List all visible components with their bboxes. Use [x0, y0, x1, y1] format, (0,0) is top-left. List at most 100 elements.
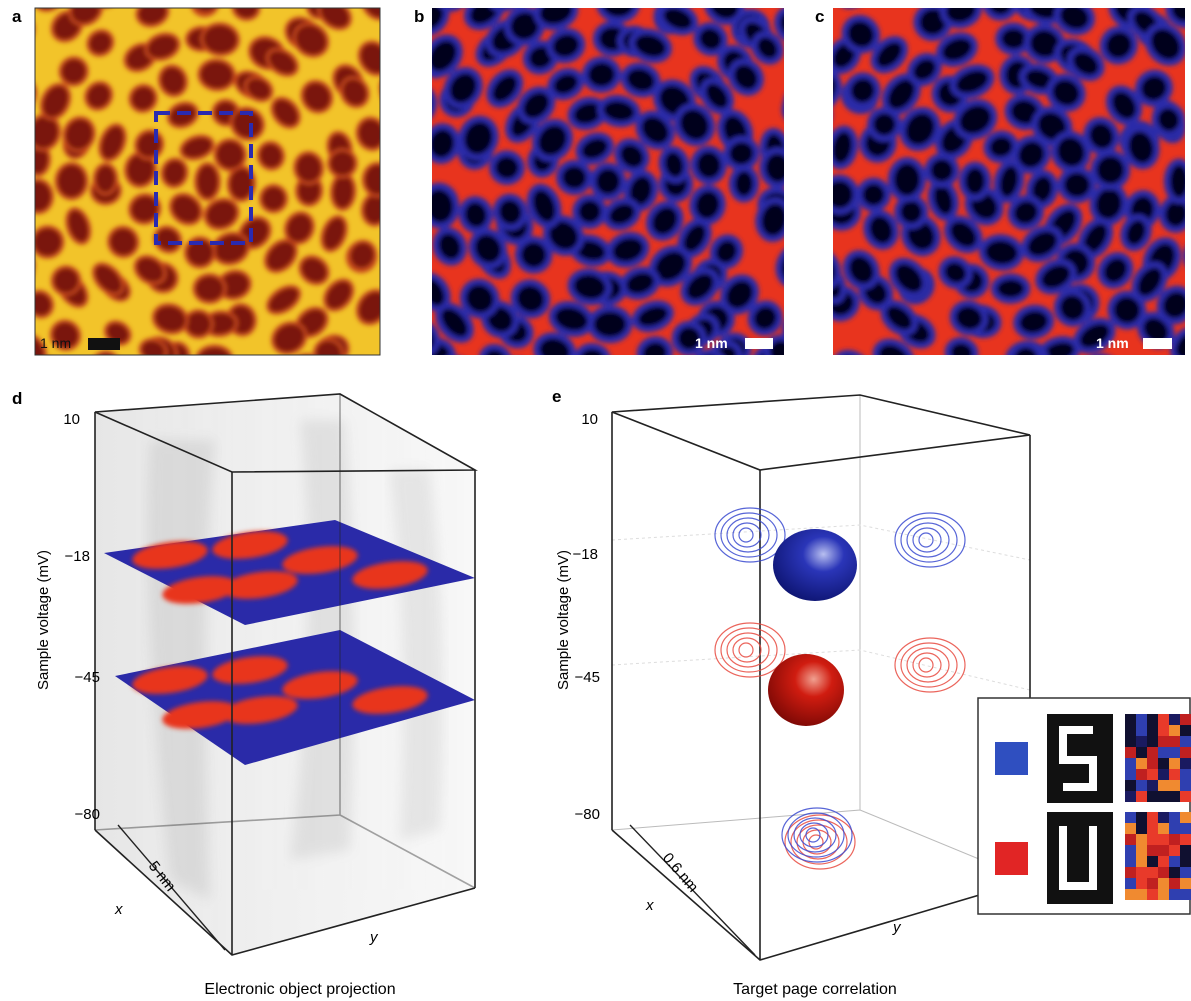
blob [1162, 291, 1185, 319]
scale-bar [1143, 338, 1172, 349]
blob [634, 34, 666, 58]
pixel [1125, 834, 1136, 845]
blob [955, 70, 989, 93]
blob [637, 306, 668, 327]
y-axis-title: Sample voltage (mV) [35, 550, 52, 690]
pixel [1147, 714, 1158, 725]
blob [848, 256, 874, 284]
contour [799, 822, 829, 848]
blob [674, 393, 719, 434]
contour [900, 517, 958, 563]
blob [1043, 342, 1075, 355]
panel-label: b [414, 7, 424, 26]
blob [139, 373, 170, 404]
blob [1089, 122, 1114, 149]
pixel [1169, 823, 1180, 834]
blob [68, 210, 89, 242]
inset [977, 697, 1191, 915]
blob-field [432, 0, 829, 440]
blob [862, 183, 885, 206]
panel-label: a [12, 7, 22, 26]
blob [753, 306, 777, 330]
blob [398, 147, 425, 188]
blob [4, 251, 36, 281]
blob [959, 380, 989, 404]
slice-blob [162, 701, 238, 729]
blob [35, 146, 49, 174]
blob [516, 285, 545, 313]
contour [714, 507, 786, 563]
blob [788, 179, 824, 217]
blob [641, 116, 669, 144]
blob [89, 32, 112, 54]
blob [405, 279, 435, 310]
blob [1095, 394, 1125, 422]
pixel [1180, 714, 1191, 725]
blob [0, 142, 16, 174]
blob [769, 340, 784, 355]
blob [498, 199, 522, 225]
blob [492, 75, 518, 102]
blob [552, 34, 580, 58]
blob [110, 228, 137, 256]
blob [1074, 364, 1105, 393]
pixel [1125, 791, 1136, 802]
blob [35, 332, 47, 355]
blob [985, 240, 1018, 265]
blob [382, 304, 424, 345]
blob [886, 305, 912, 330]
blob [219, 272, 249, 298]
blob [783, 288, 829, 336]
blob [269, 287, 299, 312]
blob [1056, 137, 1085, 167]
pixel [1180, 725, 1191, 736]
scale-bar [745, 338, 773, 349]
blob [651, 206, 678, 235]
blob [136, 257, 164, 283]
pixel [1147, 834, 1158, 845]
pixel [1169, 834, 1180, 845]
blob [1137, 267, 1162, 296]
blob [0, 266, 13, 313]
slice-blob [282, 546, 358, 574]
blob [303, 82, 331, 111]
blob [0, 70, 4, 110]
plot-box [94, 393, 479, 956]
pixel [1158, 856, 1169, 867]
blob [1186, 213, 1191, 259]
blob [186, 312, 211, 336]
contour [918, 657, 934, 673]
pixel [1169, 769, 1180, 780]
blob [195, 276, 224, 302]
contour [726, 632, 770, 668]
blob [95, 165, 116, 193]
pixel [1125, 845, 1136, 856]
panel-a-frame [34, 7, 381, 356]
blob [0, 186, 15, 212]
pixel [1158, 791, 1169, 802]
blob [989, 136, 1013, 158]
contour [784, 814, 856, 870]
blob [1150, 28, 1181, 60]
blob [797, 36, 829, 71]
pixel [1169, 714, 1180, 725]
blob [4, 251, 39, 287]
blob [538, 124, 567, 156]
blob [553, 74, 578, 95]
pixel [1147, 780, 1158, 791]
blob [126, 154, 154, 185]
pixel [1158, 747, 1169, 758]
pixel [1147, 736, 1158, 747]
blob [618, 372, 658, 414]
blob [1052, 79, 1080, 106]
pixel [1136, 747, 1147, 758]
blob [0, 66, 8, 114]
blob [731, 0, 772, 2]
blob [1184, 100, 1191, 152]
blob [548, 414, 579, 440]
blob [999, 165, 1019, 198]
pixel [1125, 758, 1136, 769]
blob [946, 8, 976, 23]
blob [1080, 354, 1119, 392]
blob [787, 197, 829, 239]
